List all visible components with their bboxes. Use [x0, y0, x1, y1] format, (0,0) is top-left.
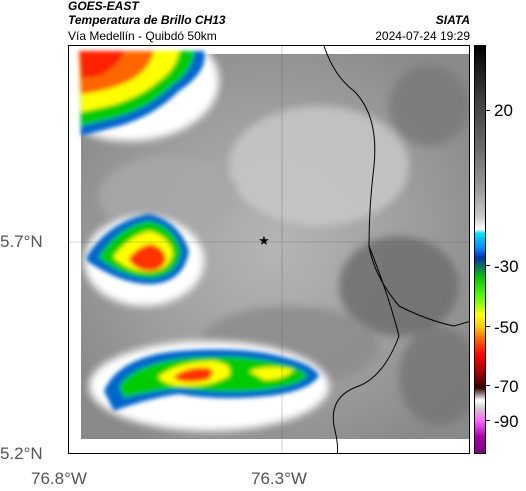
colorbar-tick-minus30: -30 — [494, 257, 519, 276]
product-title: GOES-EAST — [68, 0, 139, 13]
storm-cell-south — [104, 349, 319, 411]
colorbar-tick-minus70: -70 — [494, 377, 519, 396]
lon-label-763: 76.3°W — [251, 469, 307, 488]
source-label: SIATA — [435, 13, 470, 27]
satellite-map[interactable]: ★ — [68, 45, 470, 454]
lon-label-768: 76.8°W — [31, 469, 87, 488]
colorbar-tick-minus90: -90 — [494, 412, 519, 431]
satellite-image: ★ — [69, 46, 469, 453]
route-label: Vía Medellín - Quibdó 50km — [68, 29, 217, 43]
product-subtitle: Temperatura de Brillo CH13 — [68, 13, 226, 27]
storm-cell-central — [87, 214, 189, 285]
lat-label-57: 5.7°N — [0, 232, 43, 251]
colorbar-tick-20: 20 — [494, 101, 513, 120]
colorbar-tick-minus50: -50 — [494, 318, 519, 337]
star-icon: ★ — [258, 234, 270, 249]
storm-cell-north — [79, 51, 205, 136]
datetime-label: 2024-07-24 19:29 — [375, 29, 470, 43]
lat-label-52: 5.2°N — [0, 444, 43, 463]
colorbar — [474, 45, 486, 454]
